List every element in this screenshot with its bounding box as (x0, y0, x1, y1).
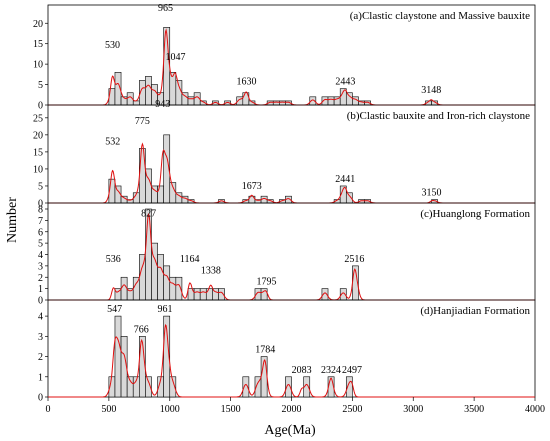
histogram-bar (120, 336, 128, 398)
y-tick-label: 0 (38, 101, 43, 112)
y-tick-label: 10 (33, 164, 43, 175)
panel-title: (c)Huanglong Formation (420, 208, 530, 220)
panels-group: (a)Clastic claystone and Massive bauxite… (33, 3, 536, 404)
y-tick-label: 10 (33, 60, 43, 71)
peak-label: 536 (106, 254, 121, 265)
x-tick-label: 3500 (464, 404, 484, 415)
y-tick-label: 3 (38, 332, 43, 343)
histogram-bar (279, 100, 286, 106)
x-tick-label: 2000 (282, 404, 302, 415)
y-tick-label: 0 (38, 296, 43, 307)
panel-a: (a)Clastic claystone and Massive bauxite… (33, 3, 536, 112)
peak-label: 547 (107, 304, 122, 315)
y-tick-label: 6 (38, 227, 43, 238)
histogram-bar (242, 376, 250, 398)
histogram-bar (205, 288, 213, 301)
histogram-bar (145, 208, 152, 301)
peak-label: 1784 (255, 345, 275, 356)
peak-label: 2443 (335, 77, 355, 88)
y-tick-label: 20 (33, 130, 43, 141)
histogram-bar (157, 254, 164, 301)
y-tick-label: 5 (38, 181, 43, 192)
peak-label: 3150 (422, 188, 442, 199)
histogram-bar (285, 376, 292, 398)
peak-label: 775 (135, 116, 150, 127)
histogram-bar (260, 288, 268, 301)
histogram-bar (169, 376, 177, 398)
x-tick-label: 1500 (221, 404, 241, 415)
histogram-bar (114, 315, 122, 398)
y-tick-label: 1 (38, 372, 43, 383)
density-curve (48, 323, 535, 398)
panel-title: (a)Clastic claystone and Massive bauxite (350, 10, 530, 22)
peak-label: 827 (141, 208, 156, 219)
peak-label: 965 (158, 3, 173, 14)
y-tick-label: 25 (33, 113, 43, 124)
y-tick-label: 7 (38, 216, 43, 227)
panel-title: (b)Clastic bauxite and Iron-rich claysto… (347, 110, 530, 122)
peak-label: 2083 (292, 365, 312, 376)
histogram-bar (145, 76, 152, 106)
histogram-bar (175, 80, 183, 106)
x-axis-title: Age(Ma) (264, 423, 316, 438)
x-tick-label: 2500 (342, 404, 362, 415)
histogram-bar (169, 276, 177, 301)
peak-label: 1338 (201, 265, 221, 276)
histogram-bar (187, 96, 195, 106)
histogram-bar (345, 376, 353, 398)
y-tick-label: 15 (33, 39, 43, 50)
y-axis-title: Number (5, 197, 20, 243)
histogram-bar (163, 315, 171, 398)
panel-d: (d)Hanjiadian Formation 0 1 2 3 4 547 766 961 178… (38, 299, 536, 404)
x-tick-label: 3000 (403, 404, 423, 415)
y-tick-label: 8 (38, 205, 43, 216)
peak-label: 961 (158, 304, 173, 315)
y-tick-label: 2 (38, 273, 43, 284)
histogram-bar (120, 276, 128, 301)
peak-label: 766 (134, 324, 149, 335)
y-tick-label: 5 (38, 80, 43, 91)
histogram-bar (169, 72, 177, 106)
panel-title: (d)Hanjiadian Formation (420, 305, 530, 317)
histogram-bar (327, 96, 335, 106)
histogram-bar (132, 100, 140, 106)
histogram-bar (145, 376, 152, 398)
peak-label: 1047 (165, 52, 185, 63)
peak-label: 1630 (236, 77, 256, 88)
histogram-bar (272, 100, 280, 106)
peak-label: 943 (155, 99, 170, 110)
peak-label: 1673 (242, 181, 262, 192)
peak-label: 2324 (321, 365, 341, 376)
panel-b: (b)Clastic bauxite and Iron-rich claysto… (33, 99, 536, 210)
peak-label: 2497 (342, 365, 362, 376)
histogram-bar (163, 265, 171, 301)
peak-label: 2441 (335, 174, 355, 185)
x-tick-label: 4000 (525, 404, 545, 415)
histogram-bar (193, 288, 201, 301)
y-tick-label: 15 (33, 147, 43, 158)
y-tick-label: 4 (38, 312, 43, 323)
panel-c: (c)Huanglong Formation012345678536827116… (38, 202, 536, 307)
x-tick-label: 1000 (160, 404, 180, 415)
peak-label: 3148 (421, 85, 441, 96)
histogram-bar (199, 288, 207, 301)
histogram-bar (345, 92, 353, 106)
peak-label: 530 (105, 40, 120, 51)
peak-label: 1164 (180, 254, 200, 265)
x-tick-label: 0 (46, 404, 51, 415)
x-axis: 0 500 1000 1500 2000 2500 3000 3500 4000 (46, 397, 545, 415)
y-tick-label: 0 (38, 393, 43, 404)
y-tick-label: 3 (38, 261, 43, 272)
y-tick-label: 5 (38, 239, 43, 250)
y-tick-label: 1 (38, 284, 43, 295)
y-tick-label: 4 (38, 250, 43, 261)
x-tick-label: 500 (101, 404, 116, 415)
peak-label: 532 (105, 136, 120, 147)
y-tick-label: 20 (33, 19, 43, 30)
y-tick-label: 2 (38, 352, 43, 363)
peak-label: 2516 (344, 254, 364, 265)
y-tick-label: 0 (38, 199, 43, 210)
peak-label: 1795 (257, 277, 277, 288)
